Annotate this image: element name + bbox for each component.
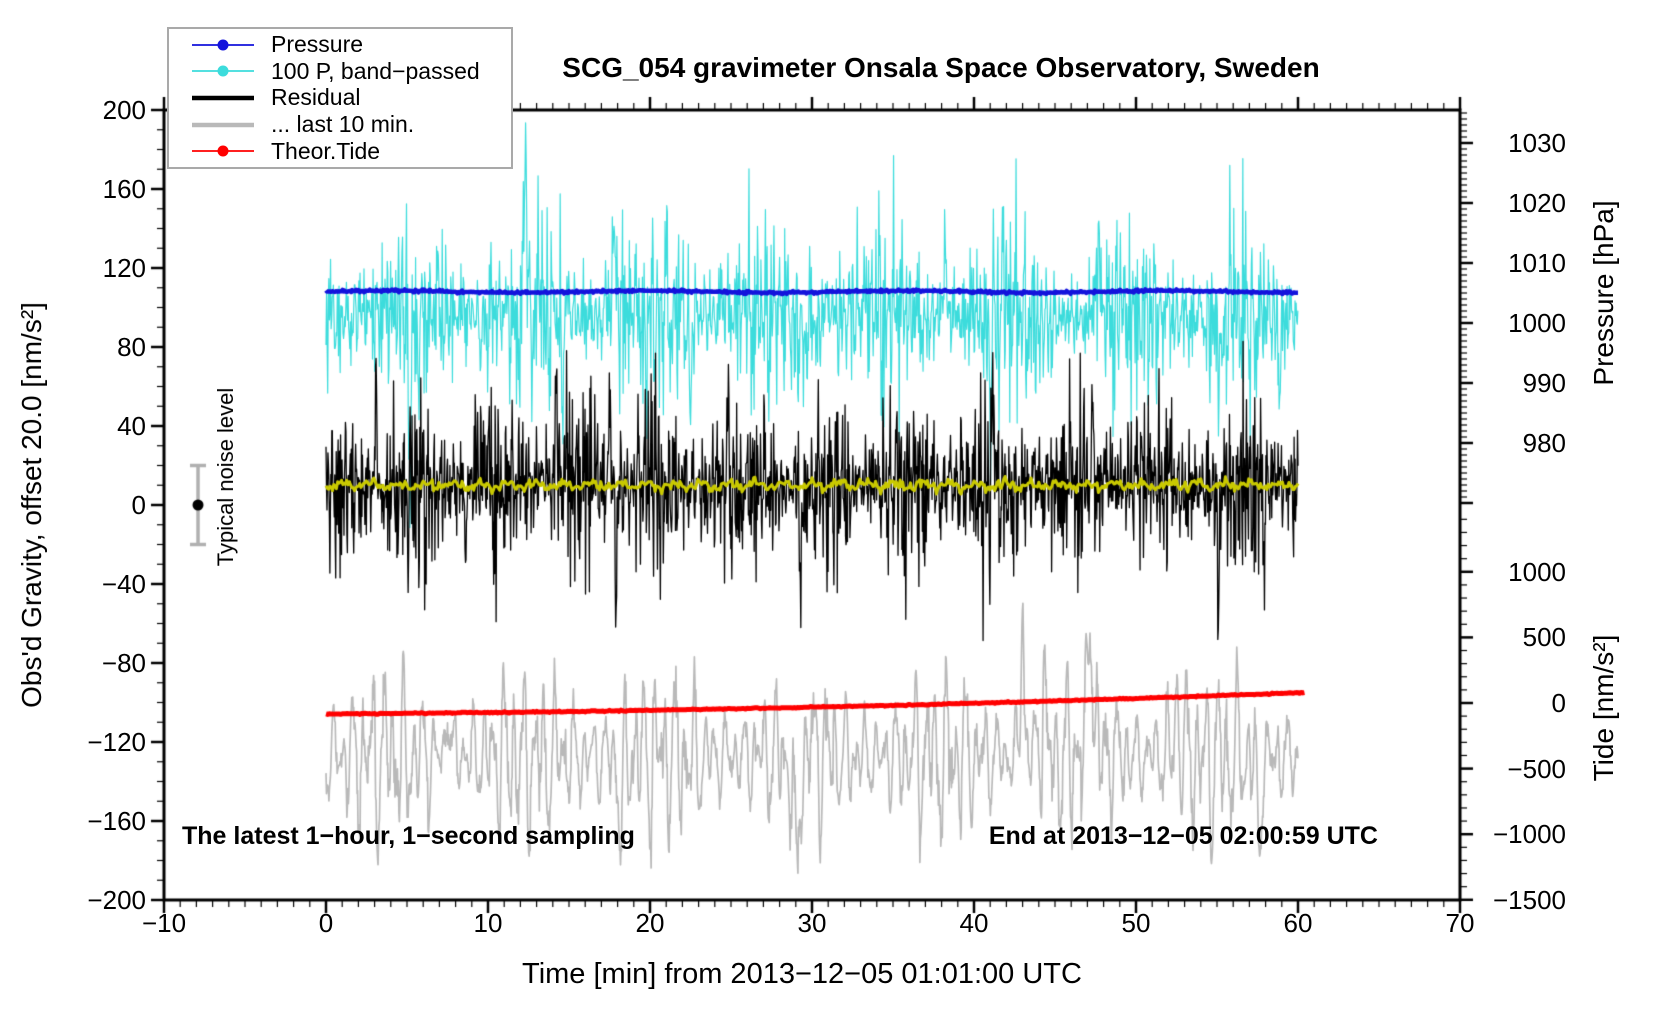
x-tick-label: 10 <box>473 908 503 938</box>
legend-swatch <box>192 39 254 51</box>
x-tick-label: 0 <box>318 908 334 938</box>
gravity-tick-label: 80 <box>117 332 146 362</box>
legend-entry: ... last 10 min. <box>169 111 511 138</box>
x-tick-label: 70 <box>1445 908 1475 938</box>
legend-label: ... last 10 min. <box>271 111 415 138</box>
tide-tick-label: −1500 <box>1492 884 1566 915</box>
legend-swatch <box>192 122 254 127</box>
legend-box: Pressure 100 P, band−passed Residual... la… <box>167 27 513 169</box>
legend-entry: Residual <box>169 84 511 111</box>
x-tick-label: 30 <box>797 908 827 938</box>
gravity-tick-label: −160 <box>87 806 146 836</box>
tide-tick-label: 1000 <box>1508 556 1566 587</box>
legend-entry: Theor.Tide <box>169 138 511 164</box>
y-axis-label-tide: Tide [nm/s²] <box>1588 634 1619 782</box>
gravity-tick-label: −80 <box>101 648 146 678</box>
tide-tick-label: 500 <box>1522 622 1566 653</box>
x-tick-label: 60 <box>1283 908 1313 938</box>
legend-swatch <box>192 145 254 157</box>
x-tick-label: 20 <box>635 908 665 938</box>
noise-level-label: Typical noise level <box>213 387 238 567</box>
legend-label: Residual <box>271 84 361 111</box>
tide-tick-label: −1000 <box>1492 819 1566 850</box>
x-axis-label: Time [min] from 2013−12−05 01:01:00 UTC <box>522 958 1082 990</box>
gravity-tick-label: 0 <box>131 490 146 520</box>
gravity-tick-label: 160 <box>102 174 146 204</box>
x-tick-label: 50 <box>1121 908 1151 938</box>
tide-tick-label: 0 <box>1551 688 1566 718</box>
gravity-tick-label: 200 <box>102 95 146 125</box>
legend-entry: 100 P, band−passed <box>169 58 511 84</box>
legend-entry: Pressure <box>169 31 511 58</box>
gravity-tick-label: −120 <box>87 727 146 757</box>
x-tick-label: −10 <box>141 908 187 938</box>
legend-label: 100 P, band−passed <box>271 57 480 84</box>
tide-tick-label: −500 <box>1507 753 1566 784</box>
pressure-tick-label: 1020 <box>1508 188 1566 218</box>
legend-swatch <box>192 95 254 101</box>
legend-swatch <box>192 65 254 77</box>
legend-label: Theor.Tide <box>271 137 381 164</box>
annotation-end-time: End at 2013−12−05 02:00:59 UTC <box>988 822 1378 850</box>
gravity-tick-label: 120 <box>102 253 146 283</box>
gravity-tick-label: −200 <box>87 885 146 915</box>
annotation-sampling: The latest 1−hour, 1−second sampling <box>182 822 635 850</box>
legend-label: Pressure <box>271 31 364 58</box>
pressure-tick-label: 1030 <box>1508 128 1566 158</box>
x-tick-label: 40 <box>959 908 989 938</box>
pressure-tick-label: 990 <box>1522 368 1566 398</box>
pressure-tick-label: 1010 <box>1508 248 1566 278</box>
pressure-tick-label: 1000 <box>1508 308 1566 338</box>
gravity-tick-label: 40 <box>117 411 146 441</box>
chart-title: SCG_054 gravimeter Onsala Space Observat… <box>562 52 1320 83</box>
y-axis-label-pressure: Pressure [hPa] <box>1588 200 1619 386</box>
gravity-tick-label: −40 <box>101 569 146 599</box>
pressure-tick-label: 980 <box>1522 428 1566 458</box>
